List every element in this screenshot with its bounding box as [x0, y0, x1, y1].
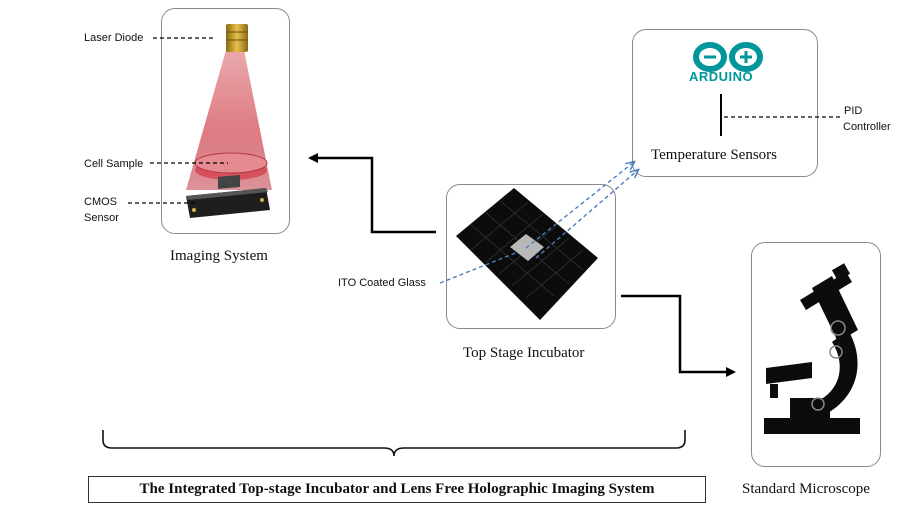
cmos-sensor-icon	[186, 175, 270, 218]
incubator-to-imaging-arrow	[308, 153, 436, 234]
cmos-label-line1: CMOS	[84, 196, 117, 208]
sensor-link-arrow-1	[525, 162, 634, 249]
laser-diode-icon	[226, 24, 248, 52]
temperature-sensors-title: Temperature Sensors	[651, 147, 777, 163]
incubator-to-microscope-arrow	[621, 294, 736, 377]
cell-sample-label: Cell Sample	[84, 158, 144, 170]
imaging-system-title: Imaging System	[170, 248, 268, 264]
cmos-label-line2: Sensor	[84, 212, 119, 224]
laser-diode-label: Laser Diode	[84, 32, 144, 44]
microscope-icon	[764, 263, 860, 434]
microscope-title: Standard Microscope	[742, 481, 870, 497]
cell-sample-dish	[194, 152, 268, 180]
ito-glass-label: ITO Coated Glass	[338, 277, 426, 289]
system-title: The Integrated Top-stage Incubator and L…	[88, 476, 706, 503]
system-brace	[102, 430, 686, 457]
incubator-title: Top Stage Incubator	[463, 345, 585, 361]
sensor-link-arrow-2	[535, 170, 638, 259]
pid-label-line2: Controller	[843, 121, 891, 133]
pid-label-line1: PID	[844, 105, 863, 117]
arduino-logo	[687, 35, 765, 87]
arduino-text: ARDUINO	[689, 69, 754, 84]
